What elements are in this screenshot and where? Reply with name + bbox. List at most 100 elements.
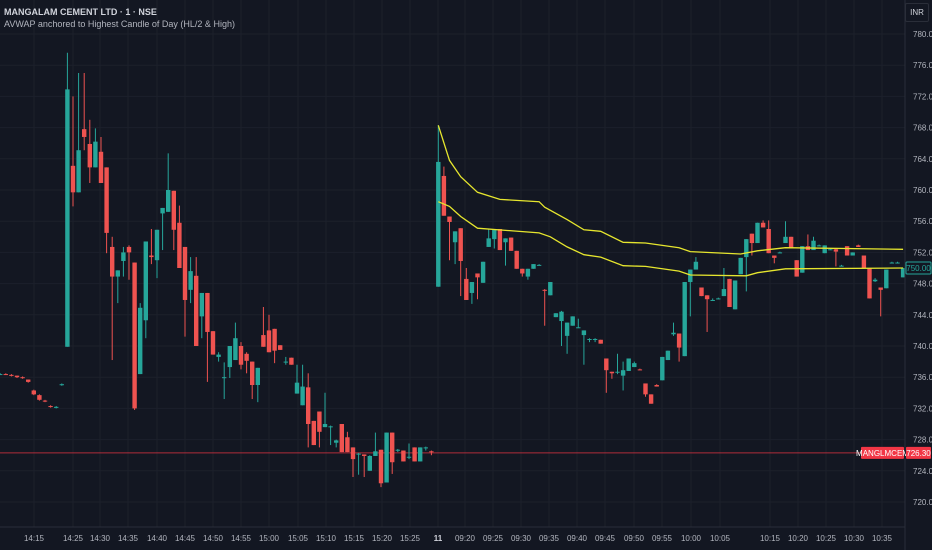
price-tick-label: 720.00 — [913, 498, 932, 507]
candle-up — [777, 251, 783, 254]
candle-down — [861, 255, 867, 268]
candle-down — [350, 447, 356, 478]
time-tick-label: 14:45 — [175, 534, 196, 543]
candle-up — [115, 270, 120, 304]
chart-legend: MANGALAM CEMENT LTD · 1 · NSE AVWAP anch… — [4, 6, 235, 30]
candle-up — [732, 280, 738, 310]
candle-body — [93, 141, 98, 168]
candle-up — [436, 125, 441, 287]
candle-body — [492, 229, 497, 240]
candle-down — [508, 237, 514, 251]
candle-up — [755, 222, 760, 244]
price-tick-label: 744.00 — [913, 311, 932, 320]
candle-down — [514, 250, 519, 269]
price-tick-label: 728.00 — [913, 436, 932, 445]
currency-button[interactable]: INR — [905, 3, 929, 22]
candle-body — [356, 453, 361, 455]
candle-down — [9, 374, 14, 377]
price-axis[interactable]: 780.00 776.00 772.00 768.00 764.00 760.00 756.… — [913, 30, 932, 507]
candle-body — [710, 299, 715, 301]
candle-up — [233, 322, 238, 361]
candle-down — [648, 394, 654, 404]
candle-down — [306, 373, 311, 448]
candle-body — [429, 451, 434, 453]
candle-down — [542, 289, 547, 326]
candle-up — [328, 425, 333, 446]
candle-body — [514, 250, 519, 269]
candle-down — [604, 358, 609, 393]
candle-up — [615, 353, 620, 375]
candle-up — [216, 352, 221, 362]
candle-body — [508, 237, 514, 251]
candle-body — [26, 379, 31, 382]
candle-up — [895, 261, 900, 264]
candle-up — [222, 362, 227, 400]
candle-down — [345, 431, 350, 453]
current-price-label: 750.00 — [906, 264, 931, 273]
candle-body — [345, 437, 350, 453]
price-tick-label: 724.00 — [913, 467, 932, 476]
candle-body — [620, 370, 626, 376]
candle-body — [632, 363, 637, 368]
time-tick-label: 14:50 — [203, 534, 224, 543]
time-tick-label: 10:05 — [710, 534, 731, 543]
candle-down — [520, 268, 525, 277]
candle-up — [0, 373, 3, 376]
candle-down — [210, 331, 216, 355]
candle-up — [294, 364, 300, 394]
candle-down — [727, 278, 732, 307]
candle-up — [738, 257, 743, 275]
price-tick-label: 748.00 — [913, 280, 932, 289]
candle-body — [199, 292, 204, 317]
candle-body — [800, 246, 805, 273]
price-tick-label: 764.00 — [913, 155, 932, 164]
candle-body — [334, 440, 339, 443]
candle-body — [182, 246, 188, 300]
time-tick-label: 09:50 — [624, 534, 645, 543]
candle-body — [42, 400, 48, 402]
avwap-lines — [437, 125, 904, 277]
candle-body — [255, 367, 260, 385]
candle-body — [233, 338, 238, 361]
candle-up — [65, 52, 70, 347]
candle-body — [604, 358, 609, 371]
candle-up — [143, 241, 148, 339]
candle-body — [194, 275, 199, 346]
candle-body — [222, 377, 227, 379]
candle-body — [401, 450, 406, 462]
candle-body — [76, 150, 81, 193]
candle-body — [395, 449, 400, 451]
time-tick-label: 15:05 — [288, 534, 309, 543]
candle-body — [294, 382, 300, 394]
candle-up — [816, 244, 822, 247]
time-tick-label: 10:25 — [816, 534, 837, 543]
candle-down — [833, 248, 839, 267]
candle-body — [177, 222, 182, 268]
price-tick-label: 768.00 — [913, 124, 932, 133]
time-tick-label: 15:15 — [344, 534, 365, 543]
candle-body — [525, 268, 531, 277]
candle-body — [592, 338, 598, 340]
candle-up — [660, 356, 665, 381]
indicator-title[interactable]: AVWAP anchored to Highest Candle of Day … — [4, 19, 235, 29]
candle-down — [676, 333, 682, 362]
candle-up — [850, 252, 855, 256]
candle-body — [362, 454, 367, 456]
grid — [0, 0, 905, 527]
candle-up — [322, 392, 328, 428]
candle-up — [59, 383, 64, 386]
candle-down — [458, 228, 463, 297]
price-tick-label: 760.00 — [913, 186, 932, 195]
candle-body — [749, 233, 755, 244]
candle-up — [373, 432, 378, 456]
candle-body — [166, 190, 171, 212]
candle-body — [367, 455, 372, 471]
time-axis[interactable]: 14:15 14:25 14:30 14:35 14:40 14:45 14:50 14:55… — [24, 534, 893, 543]
candle-body — [520, 268, 525, 274]
symbol-title[interactable]: MANGALAM CEMENT LTD · 1 · NSE — [4, 7, 157, 17]
candle-body — [48, 406, 53, 408]
candle-body — [570, 316, 575, 326]
candle-down — [266, 314, 272, 353]
candle-body — [772, 255, 777, 258]
